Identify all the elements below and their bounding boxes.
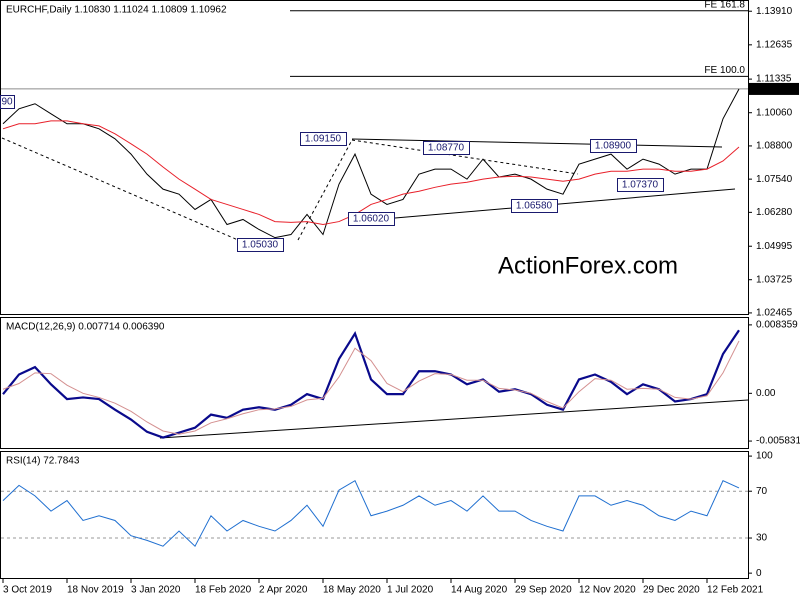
x-tick-label: 2 Apr 2020 [259,585,308,596]
x-tick-label: 12 Nov 2020 [579,585,636,596]
y-tick-label: 1.03725 [756,274,793,285]
y-tick-label: 1.04995 [756,241,793,252]
x-tick-label: 1 Jul 2020 [387,585,434,596]
price-panel [0,0,749,315]
x-tick-label: 29 Dec 2020 [643,585,700,596]
annotation-label: 1.07370 [622,180,659,191]
y-tick-label: 100 [756,451,773,462]
x-tick-label: 18 May 2020 [323,585,381,596]
annotation-box [0,95,15,109]
series-line [2,340,740,435]
annotation-label: 90 [1,97,13,108]
panel-title: RSI(14) 72.7843 [6,456,80,467]
series-line [2,88,740,239]
annotation-label: 1.08770 [428,143,465,154]
panel-title: MACD(12,26,9) 0.007714 0.006390 [6,322,165,333]
annotation-box [511,199,558,213]
y-tick-label: 1.08800 [756,141,793,152]
rsi-panel [0,451,749,579]
x-tick-label: 18 Nov 2019 [67,585,124,596]
annotation-label: 1.08900 [595,141,632,152]
trend-line [159,399,749,439]
annotation-label: 1.05030 [242,240,279,251]
annotation-box [590,139,637,153]
y-tick-label: 0 [756,568,762,579]
x-tick-label: 14 Aug 2020 [451,585,508,596]
y-tick-label: 0.00 [756,388,776,399]
trend-line [1,137,239,241]
y-tick-label: 1.02465 [756,308,793,319]
x-tick-label: 18 Feb 2020 [195,585,252,596]
y-tick-label: -0.005831 [756,436,800,447]
annotation-box [423,141,470,155]
trend-line [351,139,579,175]
y-tick-label: 1.06280 [756,207,793,218]
y-tick-label: 1.10060 [756,107,793,118]
series-line [2,479,740,548]
trend-line [351,138,723,148]
x-tick-label: 3 Oct 2019 [3,585,52,596]
series-line [2,329,740,439]
fe-label: FE 100.0 [704,65,745,76]
fe-label: FE 161.8 [704,0,745,10]
y-tick-label: 1.07540 [756,174,793,185]
y-tick-label: 30 [756,533,768,544]
annotation-box [348,212,395,226]
y-tick-label: 1.12635 [756,39,793,50]
trend-line [394,188,736,219]
macd-panel [0,317,749,449]
y-tick-label: 1.13910 [756,6,793,17]
current-price-box [749,82,799,95]
current-price-label: 1.10962 [753,84,790,95]
annotation-label: 1.06020 [353,214,390,225]
annotation-box [300,132,347,146]
y-tick-label: 1.11335 [756,74,792,85]
trend-line [297,139,353,241]
series-line [2,120,740,225]
annotation-box [237,238,284,252]
watermark: ActionForex.com [498,252,678,279]
trend-lines [1,137,749,439]
annotation-box [617,178,664,192]
x-tick-label: 29 Sep 2020 [515,585,572,596]
x-tick-label: 12 Feb 2021 [707,585,764,596]
x-tick-label: 3 Jan 2020 [131,585,181,596]
panel-title: EURCHF,Daily 1.10830 1.11024 1.10809 1.1… [6,5,227,16]
y-tick-label: 0.008359 [756,320,798,331]
annotation-label: 1.09150 [305,134,342,145]
annotation-label: 1.06580 [516,201,553,212]
y-tick-label: 70 [756,486,768,497]
